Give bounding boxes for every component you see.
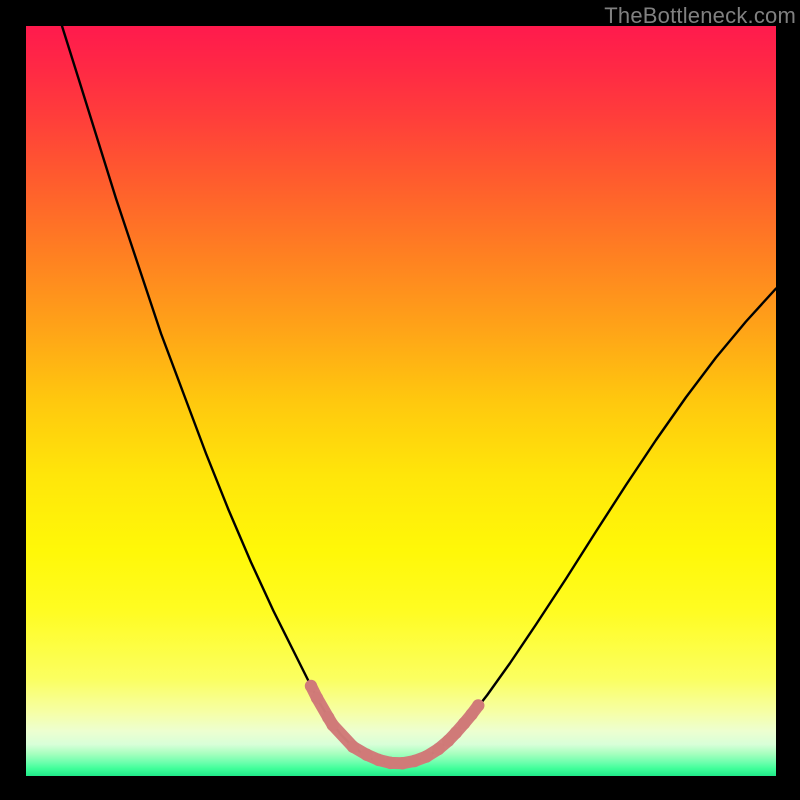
watermark-text: TheBottleneck.com xyxy=(604,3,796,29)
plot-area xyxy=(26,26,776,776)
gradient-background xyxy=(26,26,776,776)
overlay-dot xyxy=(305,680,317,692)
overlay-dot xyxy=(408,755,420,767)
overlay-dot xyxy=(450,727,462,739)
overlay-dot xyxy=(420,750,432,762)
overlay-dot xyxy=(432,743,444,755)
overlay-dot xyxy=(327,719,339,731)
chart-svg xyxy=(26,26,776,776)
overlay-dot xyxy=(360,748,372,760)
overlay-dot xyxy=(384,757,396,769)
overlay-dot xyxy=(372,754,384,766)
overlay-dot xyxy=(311,692,323,704)
overlay-dot xyxy=(347,741,359,753)
overlay-dot xyxy=(396,757,408,769)
overlay-dot xyxy=(472,699,484,711)
